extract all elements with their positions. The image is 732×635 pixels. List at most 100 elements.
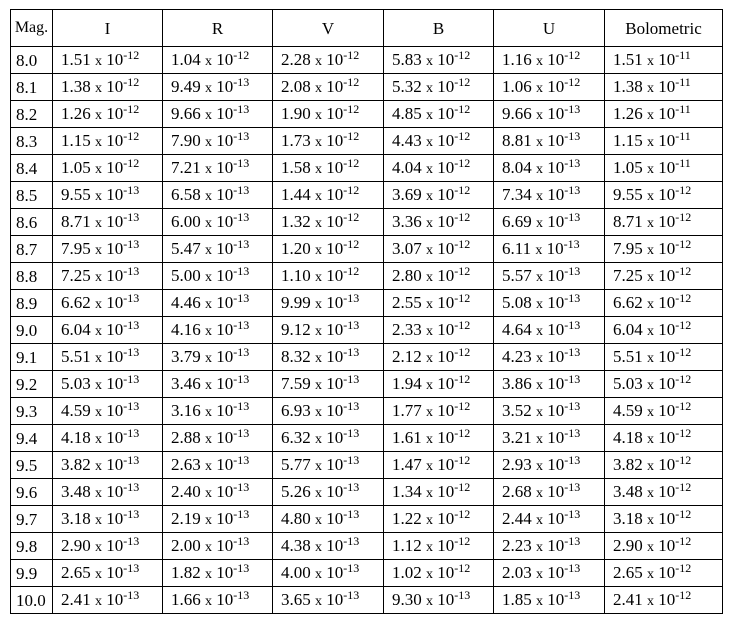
times-symbol: x xyxy=(426,162,433,177)
mantissa: 2.55 xyxy=(392,293,422,312)
flux-cell-v: 1.58 x 10-12 xyxy=(272,154,384,182)
times-symbol: x xyxy=(315,378,322,393)
mag-cell: 10.0 xyxy=(10,586,53,614)
flux-cell-b: 1.77 x 10-12 xyxy=(383,397,494,425)
base: 10 xyxy=(216,320,234,339)
exponent: -12 xyxy=(675,291,692,305)
base: 10 xyxy=(216,401,234,420)
flux-cell-v: 9.12 x 10-13 xyxy=(272,316,384,344)
exponent: -13 xyxy=(564,210,581,224)
exponent: -13 xyxy=(564,156,581,170)
flux-cell-r: 3.79 x 10-13 xyxy=(162,343,273,371)
base: 10 xyxy=(437,455,455,474)
base: 10 xyxy=(547,266,565,285)
exponent: -12 xyxy=(675,534,692,548)
exponent: -13 xyxy=(233,129,250,143)
exponent: -12 xyxy=(675,318,692,332)
mag-cell: 9.0 xyxy=(10,316,53,344)
mantissa: 5.51 xyxy=(613,347,643,366)
base: 10 xyxy=(106,482,124,501)
base: 10 xyxy=(547,455,565,474)
flux-cell-v: 2.28 x 10-12 xyxy=(272,46,384,74)
base: 10 xyxy=(216,239,234,258)
flux-cell-i: 7.95 x 10-13 xyxy=(52,235,163,263)
mantissa: 9.49 xyxy=(171,77,201,96)
times-symbol: x xyxy=(95,270,102,285)
flux-cell-u: 3.86 x 10-13 xyxy=(493,370,605,398)
exponent: -13 xyxy=(233,399,250,413)
base: 10 xyxy=(106,401,124,420)
exponent: -12 xyxy=(675,426,692,440)
mantissa: 5.08 xyxy=(502,293,532,312)
times-symbol: x xyxy=(205,108,212,123)
base: 10 xyxy=(216,536,234,555)
base: 10 xyxy=(547,77,565,96)
exponent: -13 xyxy=(564,129,581,143)
mantissa: 3.79 xyxy=(171,347,201,366)
mantissa: 1.16 xyxy=(502,50,532,69)
times-symbol: x xyxy=(536,567,543,582)
exponent: -13 xyxy=(123,453,140,467)
mantissa: 8.04 xyxy=(502,158,532,177)
flux-cell-b: 2.33 x 10-12 xyxy=(383,316,494,344)
times-symbol: x xyxy=(536,324,543,339)
flux-cell-b: 9.30 x 10-13 xyxy=(383,586,494,614)
exponent: -12 xyxy=(454,48,471,62)
flux-cell-r: 5.47 x 10-13 xyxy=(162,235,273,263)
exponent: -13 xyxy=(123,291,140,305)
table-row: 9.3 4.59 x 10-13 3.16 x 10-13 6.93 x 10-13 1… xyxy=(10,397,723,425)
times-symbol: x xyxy=(315,513,322,528)
times-symbol: x xyxy=(95,594,102,609)
mag-cell: 9.6 xyxy=(10,478,53,506)
exponent: -12 xyxy=(675,480,692,494)
base: 10 xyxy=(106,239,124,258)
flux-cell-r: 1.82 x 10-13 xyxy=(162,559,273,587)
base: 10 xyxy=(106,509,124,528)
flux-cell-v: 4.00 x 10-13 xyxy=(272,559,384,587)
exponent: -13 xyxy=(233,210,250,224)
exponent: -12 xyxy=(343,75,360,89)
flux-cell-b: 1.47 x 10-12 xyxy=(383,451,494,479)
mantissa: 1.12 xyxy=(392,536,422,555)
mantissa: 1.32 xyxy=(281,212,311,231)
flux-cell-u: 2.44 x 10-13 xyxy=(493,505,605,533)
mantissa: 2.90 xyxy=(613,536,643,555)
base: 10 xyxy=(326,347,344,366)
flux-cell-b: 2.12 x 10-12 xyxy=(383,343,494,371)
times-symbol: x xyxy=(647,513,654,528)
flux-cell-v: 3.65 x 10-13 xyxy=(272,586,384,614)
times-symbol: x xyxy=(95,378,102,393)
mantissa: 4.43 xyxy=(392,131,422,150)
mag-cell: 8.8 xyxy=(10,262,53,290)
base: 10 xyxy=(437,185,455,204)
mantissa: 1.90 xyxy=(281,104,311,123)
mantissa: 1.06 xyxy=(502,77,532,96)
flux-cell-u: 7.34 x 10-13 xyxy=(493,181,605,209)
base: 10 xyxy=(216,131,234,150)
base: 10 xyxy=(547,590,565,609)
flux-cell-i: 6.62 x 10-13 xyxy=(52,289,163,317)
base: 10 xyxy=(326,239,344,258)
mantissa: 5.77 xyxy=(281,455,311,474)
mag-cell: 8.7 xyxy=(10,235,53,263)
mag-cell: 9.4 xyxy=(10,424,53,452)
base: 10 xyxy=(437,590,455,609)
table-row: 9.8 2.90 x 10-13 2.00 x 10-13 4.38 x 10-13 1… xyxy=(10,532,723,560)
base: 10 xyxy=(658,428,676,447)
times-symbol: x xyxy=(315,540,322,555)
base: 10 xyxy=(106,77,124,96)
base: 10 xyxy=(216,266,234,285)
mag-cell: 8.0 xyxy=(10,46,53,74)
mantissa: 4.59 xyxy=(613,401,643,420)
times-symbol: x xyxy=(426,567,433,582)
mantissa: 3.07 xyxy=(392,239,422,258)
mag-cell: 8.3 xyxy=(10,127,53,155)
exponent: -12 xyxy=(343,264,360,278)
exponent: -13 xyxy=(233,372,250,386)
flux-cell-r: 5.00 x 10-13 xyxy=(162,262,273,290)
flux-cell-r: 2.00 x 10-13 xyxy=(162,532,273,560)
times-symbol: x xyxy=(647,432,654,447)
exponent: -13 xyxy=(233,534,250,548)
flux-cell-i: 1.38 x 10-12 xyxy=(52,73,163,101)
mag-cell: 9.8 xyxy=(10,532,53,560)
